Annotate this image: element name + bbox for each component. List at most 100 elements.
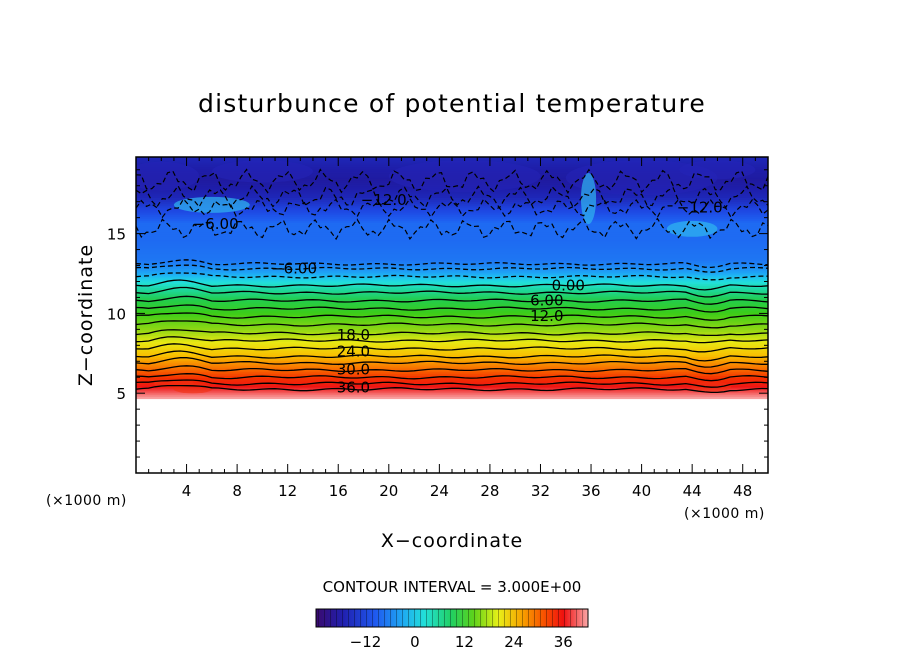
field-band	[136, 258, 768, 262]
field-band	[136, 218, 768, 221]
field-band	[136, 293, 768, 296]
field-band	[136, 264, 768, 267]
x-tick-label: 40	[632, 482, 651, 500]
y-tick-label: 10	[107, 305, 126, 323]
field-band	[136, 360, 768, 363]
field-band	[136, 383, 768, 386]
cold-patch	[136, 161, 200, 191]
field-band	[136, 272, 768, 275]
field-band	[136, 239, 768, 243]
contour-label: −6.00	[271, 260, 317, 278]
contour-line	[136, 168, 768, 195]
field-band	[136, 329, 768, 333]
contour-line	[136, 343, 768, 353]
x-tick-label: 28	[480, 482, 499, 500]
cold-patch	[565, 160, 718, 196]
contour-line	[136, 304, 768, 313]
field-band	[136, 323, 768, 327]
contour-line	[136, 365, 768, 375]
contour-line	[136, 217, 768, 241]
field-band	[136, 228, 768, 231]
field-band	[136, 302, 768, 306]
field-band	[136, 354, 768, 357]
field-band	[136, 206, 768, 210]
contour-label: 18.0	[337, 326, 370, 344]
contour-line	[136, 184, 768, 210]
contour-line	[136, 197, 768, 219]
x-unit-label: (×1000 m)	[684, 506, 765, 522]
contour-label: 30.0	[337, 360, 370, 378]
field-band	[136, 201, 768, 204]
field-band	[136, 341, 768, 344]
field-band	[136, 394, 768, 398]
cold-patch	[388, 160, 541, 193]
field-band	[136, 216, 768, 220]
y-tick-label: 15	[107, 226, 126, 244]
field-band	[136, 371, 768, 375]
field-band	[136, 358, 768, 361]
colorbar-tick-labels: −12 0 12 24 36	[350, 633, 573, 651]
contour-line	[136, 279, 768, 291]
warm-patch	[666, 220, 718, 237]
field-band	[136, 352, 768, 356]
field-band	[136, 287, 768, 290]
contour-line	[136, 384, 768, 394]
colorbar-tick-label: 24	[504, 633, 523, 651]
field-band	[136, 327, 768, 331]
field-band	[136, 390, 768, 394]
field-band	[136, 319, 768, 323]
x-tick-label: 44	[683, 482, 702, 500]
field-band	[136, 277, 768, 281]
warm-patch	[173, 196, 250, 213]
field-band	[136, 260, 768, 264]
field-band	[136, 245, 768, 248]
field-band	[136, 308, 768, 311]
colorbar-tick-label: 12	[455, 633, 474, 651]
field-band	[136, 252, 768, 256]
field-band	[136, 381, 768, 384]
field-band	[136, 300, 768, 304]
x-tick-label: 48	[733, 482, 752, 500]
contour-line	[136, 350, 768, 362]
field-band	[136, 304, 768, 308]
field-band	[136, 205, 768, 208]
field-band	[136, 226, 768, 229]
field-band	[136, 195, 768, 198]
field-band	[136, 316, 768, 319]
field-band	[136, 377, 768, 380]
contour-label: 36.0	[337, 379, 370, 397]
field-band	[136, 379, 768, 382]
field-band	[136, 392, 768, 396]
contour-interval-note: CONTOUR INTERVAL = 3.000E+00	[323, 578, 582, 596]
field-band	[136, 229, 768, 233]
cold-patch	[679, 160, 756, 180]
field-band	[136, 220, 768, 223]
field-band	[136, 318, 768, 321]
field-band	[136, 222, 768, 225]
colorbar-tick-label: −12	[350, 633, 382, 651]
field-band	[136, 396, 768, 400]
contour-line	[136, 286, 768, 298]
field-band	[136, 214, 768, 218]
field-band	[136, 243, 768, 246]
contour-line	[136, 272, 768, 281]
field-band	[136, 364, 768, 367]
field-band	[136, 235, 768, 239]
field-band	[136, 254, 768, 258]
field-band	[136, 295, 768, 298]
field-band	[136, 350, 768, 354]
field-band	[136, 365, 768, 369]
field-band	[136, 203, 768, 206]
field-band	[136, 283, 768, 287]
field-band	[136, 268, 768, 271]
field-band	[136, 212, 768, 216]
warm-patch	[580, 172, 597, 225]
field-band	[136, 281, 768, 285]
field-band	[136, 369, 768, 373]
y-tick-label: 5	[116, 385, 126, 403]
field-band	[136, 275, 768, 279]
contour-label: −12.0	[361, 191, 407, 209]
field-band	[136, 270, 768, 273]
contour-label: 24.0	[337, 343, 370, 361]
